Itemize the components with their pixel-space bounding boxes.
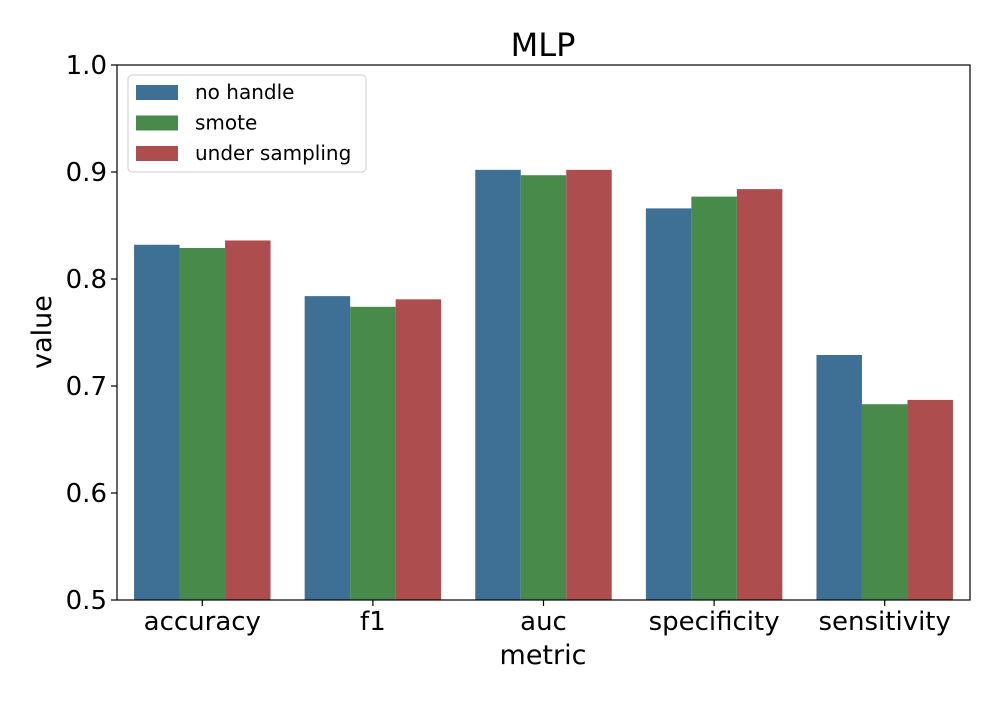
bar-sensitivity-under-sampling xyxy=(907,399,953,600)
bar-f1-under-sampling xyxy=(395,299,442,600)
legend-frame xyxy=(127,74,367,173)
x-tick-label-sensitivity: sensitivity xyxy=(818,607,950,637)
y-axis-ticks: 0.5 0.6 0.7 0.8 0.9 1.0 xyxy=(66,51,117,616)
x-tick-label-auc: auc xyxy=(520,607,567,637)
legend-swatch-no-handle xyxy=(136,85,178,100)
bar-auc-smote xyxy=(520,175,567,600)
y-tick-label: 1.0 xyxy=(66,51,107,81)
bar-sensitivity-no-handle xyxy=(816,354,862,600)
bar-accuracy-under-sampling xyxy=(225,240,271,601)
x-axis-label: metric xyxy=(500,640,587,671)
legend-label-smote: smote xyxy=(195,111,257,135)
plot-area-frame xyxy=(116,64,971,601)
legend-items: no handle smote under sampling xyxy=(136,80,351,165)
bar-specificity-under-sampling xyxy=(736,189,783,600)
legend: no handle smote under sampling xyxy=(127,74,367,173)
y-tick-label: 0.5 xyxy=(66,586,107,616)
bar-specificity-smote xyxy=(691,196,737,601)
bar-sensitivity-smote xyxy=(861,404,908,600)
bar-auc-under-sampling xyxy=(566,169,612,601)
x-tick-label-accuracy: accuracy xyxy=(144,607,261,637)
x-tick-label-f1: f1 xyxy=(360,607,386,637)
y-axis-label: value xyxy=(27,295,58,369)
legend-label-no-handle: no handle xyxy=(195,80,294,104)
x-tick-label-specificity: specificity xyxy=(649,607,780,637)
legend-swatch-under-sampling xyxy=(136,146,178,161)
bar-auc-no-handle xyxy=(475,169,521,601)
y-tick-label: 0.9 xyxy=(66,158,107,188)
y-tick-label: 0.8 xyxy=(66,265,107,295)
bar-accuracy-smote xyxy=(179,247,226,600)
legend-label-under-sampling: under sampling xyxy=(195,141,351,165)
bars-layer xyxy=(134,169,953,601)
chart-title: MLP xyxy=(511,26,576,64)
bar-f1-smote xyxy=(350,306,396,600)
bar-accuracy-no-handle xyxy=(134,244,180,600)
y-tick-label: 0.6 xyxy=(66,479,107,509)
bar-f1-no-handle xyxy=(304,296,351,600)
y-tick-label: 0.7 xyxy=(66,372,107,402)
legend-swatch-smote xyxy=(136,115,178,131)
bar-specificity-no-handle xyxy=(645,208,692,600)
x-axis-ticks: accuracy f1 auc specificity sensitivity xyxy=(144,600,951,637)
